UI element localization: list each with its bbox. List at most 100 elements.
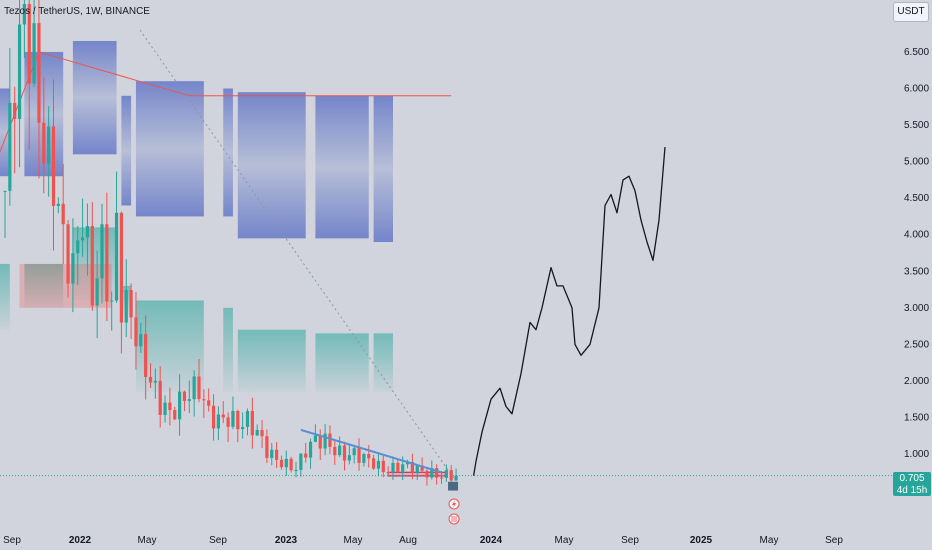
candle-body bbox=[76, 240, 80, 254]
y-tick-label: 3.000 bbox=[904, 303, 929, 314]
candle-body bbox=[37, 23, 41, 123]
volume-profile-resistance bbox=[135, 81, 204, 217]
volume-profile-support bbox=[72, 227, 117, 301]
volume-profile-resistance bbox=[121, 95, 132, 206]
candle-body bbox=[178, 391, 182, 420]
candle-body bbox=[148, 376, 153, 383]
candle-body bbox=[294, 469, 298, 471]
candle-body bbox=[454, 475, 458, 481]
candle-body bbox=[284, 458, 288, 468]
candle-body bbox=[124, 289, 128, 323]
candle-body bbox=[255, 430, 259, 436]
candle-body bbox=[367, 454, 371, 459]
x-tick-label: 2023 bbox=[275, 535, 298, 546]
candle-body bbox=[90, 225, 94, 306]
candle-body bbox=[3, 190, 7, 192]
candle-body bbox=[420, 465, 424, 471]
volume-profile-support bbox=[237, 329, 306, 392]
candle-body bbox=[415, 465, 419, 474]
last-price-value: 0.705 bbox=[899, 473, 925, 484]
x-tick-label: 2025 bbox=[690, 535, 713, 546]
x-tick-label: Sep bbox=[621, 535, 639, 546]
lightning-icon bbox=[452, 500, 457, 508]
currency-button[interactable]: USDT bbox=[893, 2, 929, 22]
candle-body bbox=[202, 399, 206, 401]
candle-body bbox=[211, 405, 216, 429]
candle-body bbox=[66, 224, 70, 284]
candle-body bbox=[61, 203, 65, 225]
x-tick-label: Aug bbox=[399, 535, 417, 546]
candle-body bbox=[318, 435, 322, 449]
volume-profile-support bbox=[315, 333, 369, 392]
candle-body bbox=[8, 102, 12, 191]
y-tick-label: 1.000 bbox=[904, 449, 929, 460]
candle-body bbox=[231, 410, 235, 427]
y-tick-label: 5.000 bbox=[904, 157, 929, 168]
candle-body bbox=[435, 468, 439, 478]
candle-body bbox=[158, 380, 162, 415]
volume-profile-resistance bbox=[237, 92, 306, 239]
candle-body bbox=[357, 448, 361, 463]
candle-body bbox=[279, 459, 284, 468]
candle-body bbox=[221, 414, 225, 418]
candle-body bbox=[163, 402, 167, 415]
candle-body bbox=[139, 334, 143, 347]
candle-body bbox=[275, 449, 279, 460]
candle-body bbox=[265, 436, 269, 458]
candle-body bbox=[372, 458, 376, 469]
candle-body bbox=[114, 212, 119, 301]
candle-body bbox=[352, 448, 356, 456]
candle-body bbox=[250, 411, 254, 436]
descending-trendline[interactable] bbox=[300, 428, 442, 474]
candle-body bbox=[270, 449, 274, 458]
x-tick-label: 2022 bbox=[69, 535, 92, 546]
y-tick-label: 4.000 bbox=[904, 230, 929, 241]
symbol-title[interactable]: Tezos / TetherUS, 1W, BINANCE bbox=[4, 6, 150, 17]
projection-path[interactable] bbox=[472, 146, 666, 476]
y-tick-label: 2.500 bbox=[904, 339, 929, 350]
candle-body bbox=[32, 23, 36, 84]
candle-body bbox=[386, 471, 390, 473]
candle-body bbox=[405, 461, 410, 465]
volume-profile-resistance bbox=[373, 95, 393, 243]
candle-body bbox=[13, 102, 17, 119]
volume-profile-resistance bbox=[223, 88, 233, 217]
candle-body bbox=[168, 402, 172, 411]
candle-body bbox=[430, 468, 434, 478]
candle-body bbox=[260, 430, 264, 437]
candle-body bbox=[391, 462, 395, 473]
y-tick-label: 6.000 bbox=[904, 84, 929, 95]
x-tick-label: May bbox=[344, 535, 363, 546]
y-tick-label: 3.500 bbox=[904, 266, 929, 277]
candle-body bbox=[119, 212, 123, 323]
candle-body bbox=[182, 391, 187, 401]
candle-body bbox=[289, 458, 293, 471]
candle-body bbox=[56, 203, 60, 206]
candle-body bbox=[27, 3, 31, 84]
candle-body bbox=[216, 414, 220, 429]
x-tick-label: Sep bbox=[209, 535, 227, 546]
candle-body bbox=[410, 461, 414, 474]
candle-body bbox=[362, 454, 366, 463]
candle-body bbox=[396, 462, 400, 472]
candle-body bbox=[338, 445, 342, 456]
y-tick-label: 5.500 bbox=[904, 120, 929, 131]
volume-profile-support bbox=[0, 263, 10, 330]
x-tick-label: May bbox=[555, 535, 574, 546]
volume-profile-support bbox=[373, 333, 393, 392]
candle-body bbox=[187, 399, 191, 401]
candle-body bbox=[381, 460, 385, 472]
volume-profile-resistance bbox=[0, 88, 10, 177]
candle-body bbox=[226, 417, 230, 427]
candle-body bbox=[134, 317, 138, 347]
candle-body bbox=[449, 470, 453, 481]
candle-body bbox=[71, 253, 75, 284]
candle-body bbox=[192, 376, 196, 400]
y-tick-label: 2.000 bbox=[904, 376, 929, 387]
candle-body bbox=[241, 426, 245, 430]
candle-body bbox=[333, 446, 337, 456]
candle-body bbox=[347, 455, 351, 461]
candle-body bbox=[105, 224, 109, 302]
